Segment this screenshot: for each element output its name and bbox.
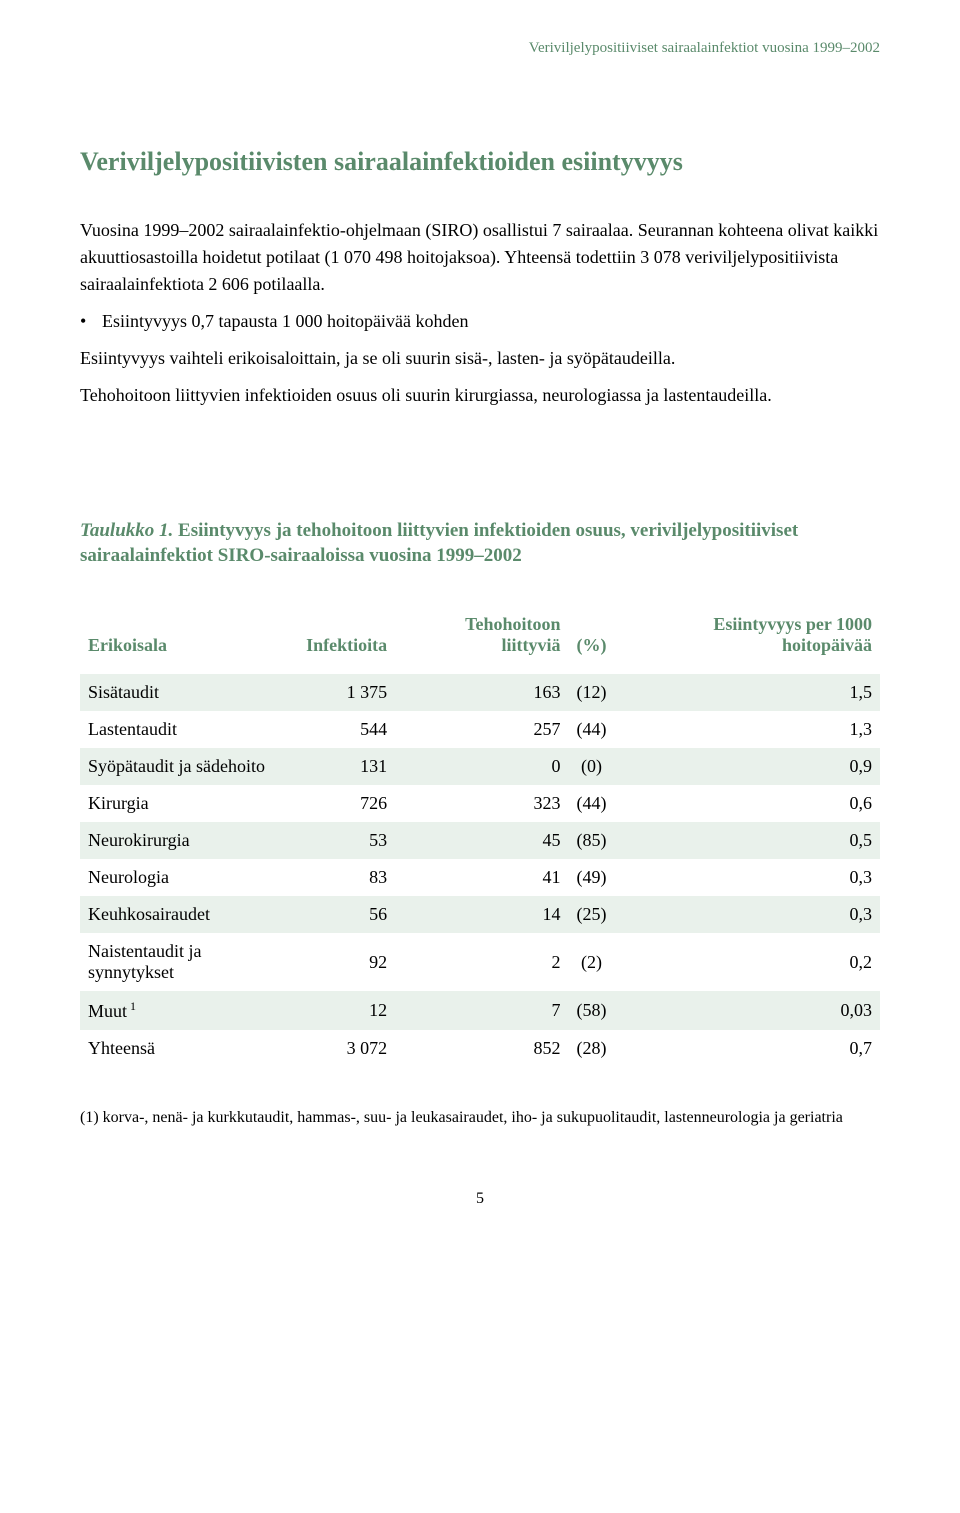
col-percent: (%) <box>569 604 615 674</box>
cell-infektioita: 12 <box>298 991 395 1030</box>
paragraph-3: Tehohoitoon liittyvien infektioiden osuu… <box>80 382 880 409</box>
cell-name: Neurologia <box>80 859 298 896</box>
cell-esiintyvyys: 0,5 <box>615 822 881 859</box>
cell-tehohoitoon: 852 <box>395 1030 568 1067</box>
cell-esiintyvyys: 1,3 <box>615 711 881 748</box>
cell-tehohoitoon: 41 <box>395 859 568 896</box>
bullet-item: •Esiintyvyys 0,7 tapausta 1 000 hoitopäi… <box>80 308 880 335</box>
paragraph-2: Esiintyvyys vaihteli erikoisaloittain, j… <box>80 345 880 372</box>
cell-tehohoitoon: 163 <box>395 674 568 711</box>
cell-esiintyvyys: 0,3 <box>615 896 881 933</box>
table-caption: Taulukko 1. Esiintyvyys ja tehohoitoon l… <box>80 519 880 568</box>
cell-name: Lastentaudit <box>80 711 298 748</box>
cell-esiintyvyys: 0,3 <box>615 859 881 896</box>
cell-percent: (28) <box>569 1030 615 1067</box>
col-esiintyvyys: Esiintyvyys per 1000 hoitopäivää <box>615 604 881 674</box>
section-title: Veriviljelypositiivisten sairaalainfekti… <box>80 147 880 177</box>
table-head: Erikoisala Infektioita Tehohoitoon liitt… <box>80 604 880 674</box>
cell-esiintyvyys: 0,2 <box>615 933 881 991</box>
running-head: Veriviljelypositiiviset sairaalainfektio… <box>80 40 880 57</box>
col-tehohoitoon: Tehohoitoon liittyviä <box>395 604 568 674</box>
table-row: Syöpätaudit ja sädehoito1310(0)0,9 <box>80 748 880 785</box>
page-number: 5 <box>80 1190 880 1208</box>
cell-infektioita: 53 <box>298 822 395 859</box>
cell-percent: (0) <box>569 748 615 785</box>
cell-name: Syöpätaudit ja sädehoito <box>80 748 298 785</box>
cell-percent: (12) <box>569 674 615 711</box>
cell-name: Yhteensä <box>80 1030 298 1067</box>
cell-tehohoitoon: 0 <box>395 748 568 785</box>
footnote: (1) korva-, nenä- ja kurkkutaudit, hamma… <box>80 1107 880 1129</box>
cell-infektioita: 726 <box>298 785 395 822</box>
cell-tehohoitoon: 7 <box>395 991 568 1030</box>
col-infektioita: Infektioita <box>298 604 395 674</box>
table-row: Keuhkosairaudet5614(25)0,3 <box>80 896 880 933</box>
cell-tehohoitoon: 323 <box>395 785 568 822</box>
cell-percent: (85) <box>569 822 615 859</box>
table-row: Neurokirurgia5345(85)0,5 <box>80 822 880 859</box>
cell-esiintyvyys: 1,5 <box>615 674 881 711</box>
incidence-table: Erikoisala Infektioita Tehohoitoon liitt… <box>80 604 880 1067</box>
cell-tehohoitoon: 2 <box>395 933 568 991</box>
cell-infektioita: 544 <box>298 711 395 748</box>
footnote-ref: 1 <box>127 999 136 1013</box>
table-caption-text: Esiintyvyys ja tehohoitoon liittyvien in… <box>80 520 798 566</box>
cell-tehohoitoon: 14 <box>395 896 568 933</box>
cell-name: Muut 1 <box>80 991 298 1030</box>
cell-esiintyvyys: 0,7 <box>615 1030 881 1067</box>
cell-tehohoitoon: 257 <box>395 711 568 748</box>
cell-tehohoitoon: 45 <box>395 822 568 859</box>
table-row: Kirurgia726323(44)0,6 <box>80 785 880 822</box>
table-caption-label: Taulukko 1. <box>80 520 173 541</box>
cell-percent: (58) <box>569 991 615 1030</box>
cell-name: Keuhkosairaudet <box>80 896 298 933</box>
paragraph-1: Vuosina 1999–2002 sairaalainfektio-ohjel… <box>80 217 880 298</box>
cell-percent: (44) <box>569 711 615 748</box>
cell-infektioita: 3 072 <box>298 1030 395 1067</box>
table-row: Sisätaudit1 375163(12)1,5 <box>80 674 880 711</box>
bullet-dot-icon: • <box>80 308 102 335</box>
table-row: Naistentaudit ja synnytykset922(2)0,2 <box>80 933 880 991</box>
cell-name: Neurokirurgia <box>80 822 298 859</box>
cell-infektioita: 1 375 <box>298 674 395 711</box>
cell-name: Sisätaudit <box>80 674 298 711</box>
cell-infektioita: 83 <box>298 859 395 896</box>
cell-percent: (25) <box>569 896 615 933</box>
page: Veriviljelypositiiviset sairaalainfektio… <box>0 0 960 1248</box>
table-row: Neurologia8341(49)0,3 <box>80 859 880 896</box>
cell-infektioita: 56 <box>298 896 395 933</box>
table-row: Yhteensä3 072852(28)0,7 <box>80 1030 880 1067</box>
cell-percent: (49) <box>569 859 615 896</box>
cell-percent: (44) <box>569 785 615 822</box>
cell-esiintyvyys: 0,9 <box>615 748 881 785</box>
cell-infektioita: 92 <box>298 933 395 991</box>
cell-esiintyvyys: 0,03 <box>615 991 881 1030</box>
table-row: Lastentaudit544257(44)1,3 <box>80 711 880 748</box>
cell-esiintyvyys: 0,6 <box>615 785 881 822</box>
cell-name: Naistentaudit ja synnytykset <box>80 933 298 991</box>
body-text: Vuosina 1999–2002 sairaalainfektio-ohjel… <box>80 217 880 409</box>
bullet-text: Esiintyvyys 0,7 tapausta 1 000 hoitopäiv… <box>102 311 468 331</box>
table-body: Sisätaudit1 375163(12)1,5Lastentaudit544… <box>80 674 880 1067</box>
cell-percent: (2) <box>569 933 615 991</box>
table-row: Muut 1127(58)0,03 <box>80 991 880 1030</box>
cell-infektioita: 131 <box>298 748 395 785</box>
col-erikoisala: Erikoisala <box>80 604 298 674</box>
cell-name: Kirurgia <box>80 785 298 822</box>
